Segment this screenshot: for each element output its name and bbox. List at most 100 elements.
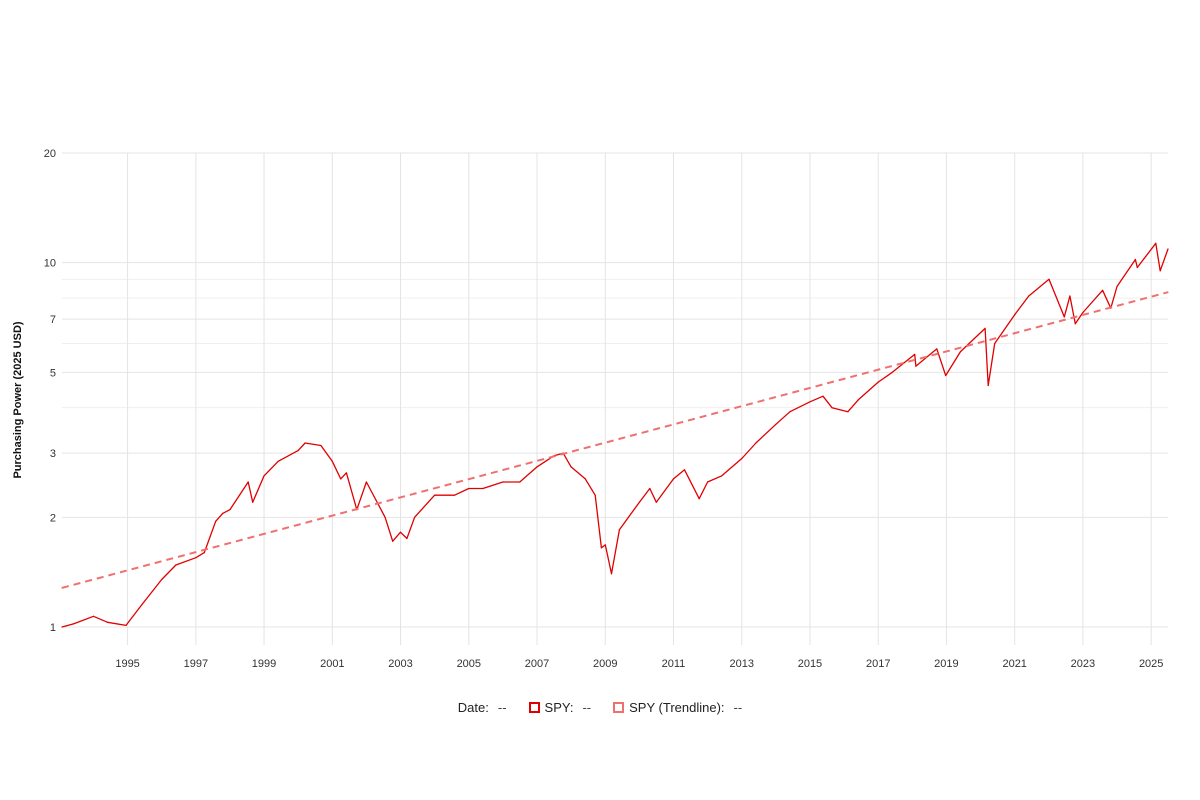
spy-point	[755, 442, 757, 444]
x-tick-label: 1995	[115, 658, 139, 670]
spy-point	[945, 374, 947, 377]
spy-point	[1116, 285, 1118, 288]
spy-point	[434, 494, 436, 496]
x-tick-label: 2021	[1002, 658, 1026, 670]
spy-point	[789, 411, 791, 413]
spy-point	[707, 481, 709, 483]
x-tick-label: 2009	[593, 658, 617, 670]
legend-trendline-swatch	[613, 701, 625, 713]
spy-point	[365, 481, 367, 483]
spy-point	[392, 540, 394, 542]
spy-point	[936, 348, 938, 350]
spy-point	[61, 626, 63, 628]
spy-point	[741, 457, 743, 460]
plot-area[interactable]	[61, 242, 1169, 628]
spy-point	[345, 472, 347, 474]
spy-point	[994, 342, 996, 345]
y-tick-label: 2	[50, 512, 56, 524]
spy-point	[847, 411, 849, 413]
spy-point	[406, 537, 408, 540]
y-axis-label: Purchasing Power (2025 USD)	[12, 321, 24, 478]
spy-point	[809, 401, 811, 403]
legend-date-label: Date:	[457, 699, 489, 715]
spy-point	[1063, 316, 1065, 318]
series-spy[interactable]	[61, 242, 1169, 628]
spy-point	[107, 621, 109, 623]
spy-point	[831, 407, 833, 409]
legend-date-value: --	[497, 699, 507, 715]
x-axis: 1995 1997 1999 2001 2003 2005 2007 2009 2011 2013…	[115, 658, 1163, 670]
y-tick-label: 10	[44, 258, 56, 270]
spy-point	[1028, 295, 1030, 297]
spy-point	[1134, 258, 1136, 261]
spy-point	[175, 564, 177, 566]
spy-point	[1082, 311, 1084, 314]
spy-point	[655, 501, 657, 503]
trendline-point	[1167, 291, 1169, 293]
spy-point	[414, 516, 416, 518]
spy-point	[482, 487, 484, 490]
spy-point	[203, 552, 205, 554]
spy-point	[987, 384, 989, 387]
legend-date: Date: --	[458, 700, 507, 715]
x-tick-label: 2001	[320, 658, 344, 670]
series-trendline[interactable]	[61, 291, 1169, 589]
spy-point	[247, 481, 249, 483]
spy-point	[229, 509, 231, 511]
spy-point	[195, 557, 197, 559]
y-axis: 1 2 3 5 7 10 20	[44, 148, 56, 634]
x-tick-label: 1999	[252, 658, 276, 670]
x-tick-label: 2011	[662, 658, 686, 670]
x-tick-label: 2017	[866, 658, 890, 670]
legend-trendline[interactable]: SPY (Trendline): --	[613, 700, 742, 715]
spy-point	[297, 450, 299, 452]
x-tick-label: 2003	[388, 658, 412, 670]
spy-point	[604, 544, 606, 546]
spy-point	[252, 501, 254, 503]
spy-point	[1048, 278, 1050, 280]
x-tick-label: 2005	[457, 658, 481, 670]
y-tick-label: 5	[50, 367, 56, 379]
y-tick-label: 1	[50, 622, 56, 634]
spy-point	[610, 573, 613, 575]
spy-point	[72, 623, 75, 625]
legend-trendline-label: SPY (Trendline):	[629, 699, 725, 715]
spy-point	[277, 460, 279, 462]
spy-point	[125, 624, 127, 627]
spy-point	[857, 399, 859, 401]
spy-point	[618, 529, 621, 531]
legend-spy[interactable]: SPY: --	[528, 699, 592, 715]
spy-point	[1159, 270, 1161, 272]
spy-point	[141, 604, 143, 606]
legend-spy-value: --	[582, 699, 592, 715]
spy-point	[1074, 323, 1076, 325]
spy-point	[263, 475, 265, 477]
spy-point	[1014, 314, 1016, 316]
x-tick-label: 2025	[1139, 658, 1163, 670]
legend-spy-swatch	[528, 701, 540, 713]
spy-point	[822, 395, 824, 397]
spy-point	[649, 487, 651, 490]
spy-point	[891, 371, 893, 373]
spy-point	[1155, 242, 1157, 244]
spy-point	[519, 481, 521, 483]
spy-point	[721, 475, 723, 477]
spy-point	[984, 327, 986, 329]
spy-point	[320, 444, 322, 447]
legend-trendline-value: --	[733, 699, 743, 715]
spy-point	[672, 478, 675, 480]
y-tick-label: 7	[50, 314, 56, 326]
trendline-point	[61, 587, 63, 589]
y-tick-label: 3	[50, 448, 56, 460]
spy-point	[775, 423, 777, 425]
spy-point	[468, 487, 470, 490]
x-tick-label: 2015	[798, 658, 822, 670]
x-tick-label: 2007	[525, 658, 549, 670]
spy-point	[683, 469, 686, 471]
spy-point	[1136, 266, 1138, 269]
spy-point	[570, 466, 572, 468]
legend: Date: -- SPY: -- SPY (Trendline): --	[0, 696, 1200, 718]
spy-point	[959, 351, 962, 353]
